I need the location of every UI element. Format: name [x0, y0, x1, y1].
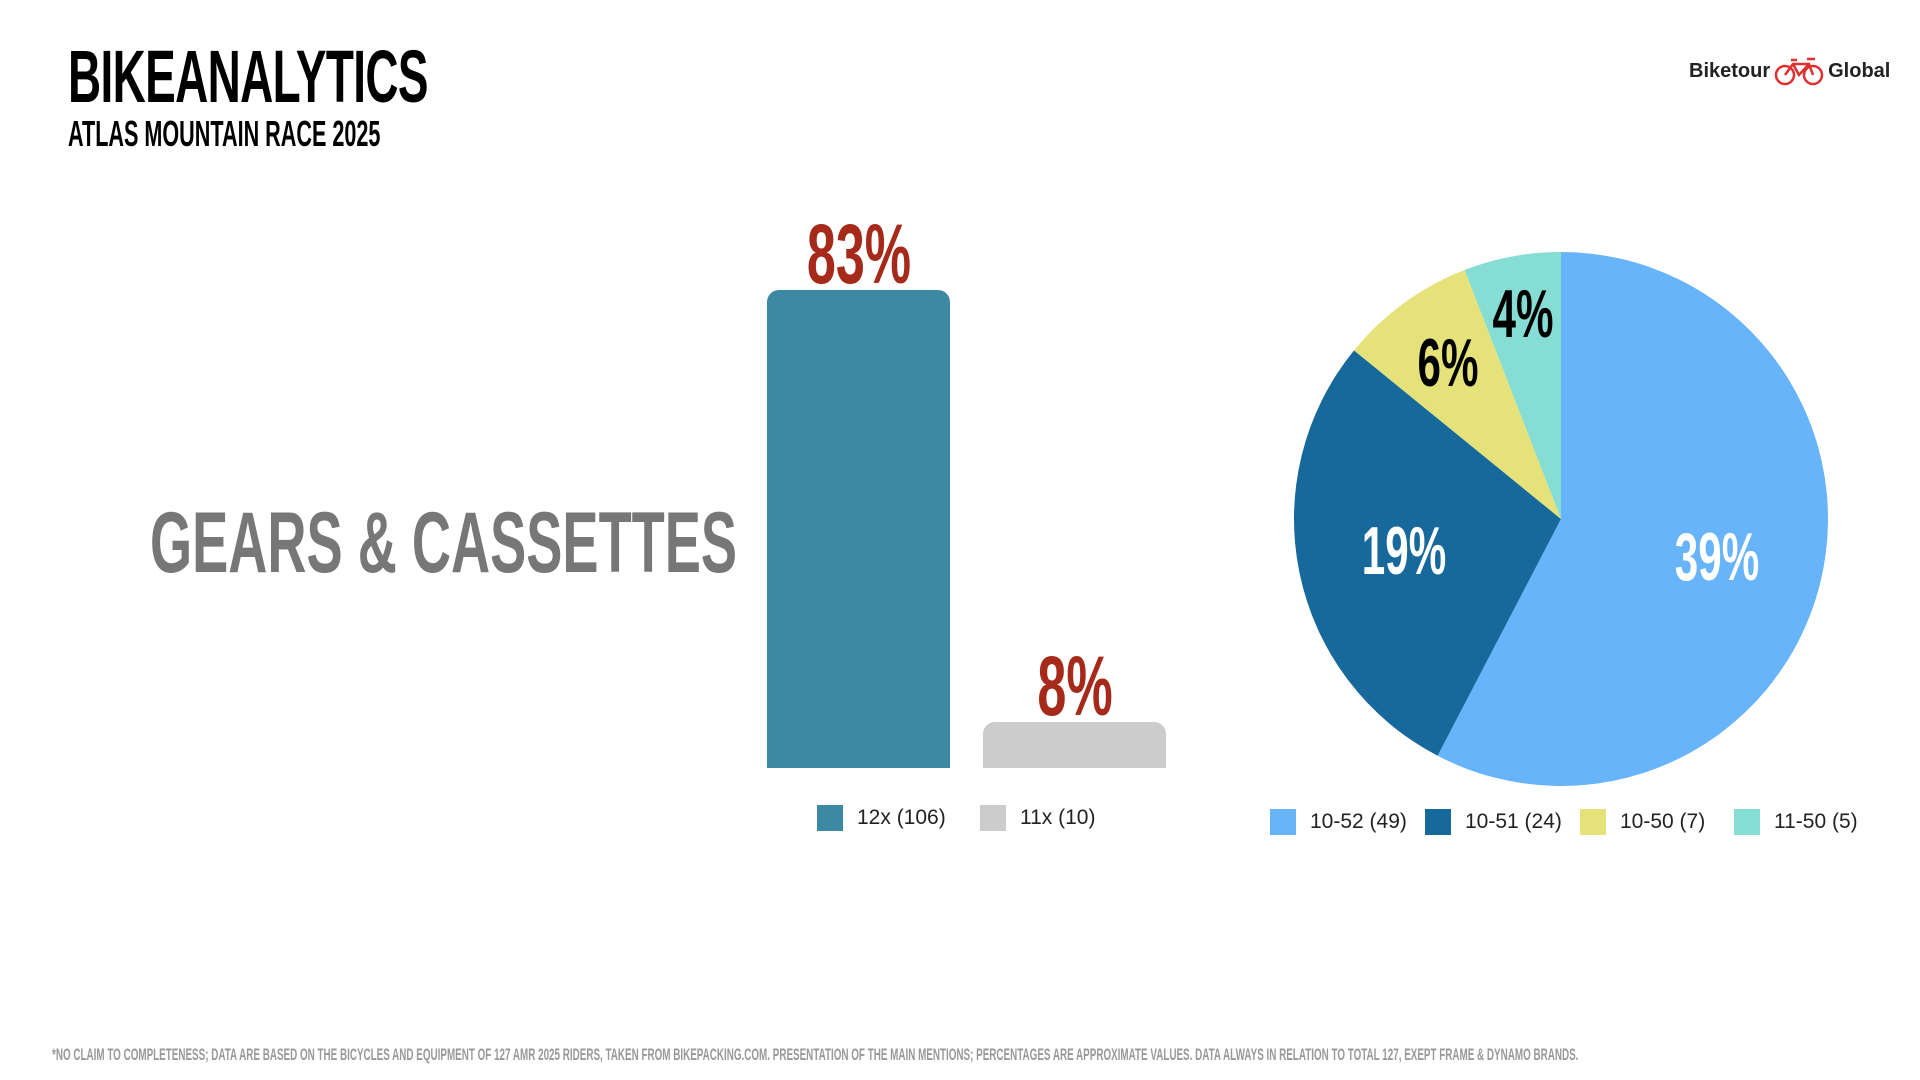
footnote: *NO CLAIM TO COMPLETENESS; DATA ARE BASE…	[52, 1045, 1579, 1064]
legend-swatch	[1270, 809, 1296, 835]
bar-legend-item-11x: 11x (10)	[980, 805, 1095, 831]
legend-label: 11x (10)	[1020, 806, 1096, 829]
bicycle-icon	[1774, 57, 1824, 86]
legend-swatch	[817, 805, 843, 831]
logo-text-right: Global	[1828, 59, 1891, 82]
bar-legend-item-12x: 12x (106)	[817, 805, 946, 831]
pie-data-label-11-50: 4%	[1492, 276, 1554, 353]
pie-data-label-10-50: 6%	[1417, 325, 1479, 402]
legend-swatch	[1580, 809, 1606, 835]
legend-label: 10-51 (24)	[1465, 810, 1562, 833]
legend-label: 12x (106)	[857, 806, 946, 829]
section-title: GEARS & CASSETTES	[150, 495, 738, 591]
pie-legend-item-11-50: 11-50 (5)	[1734, 809, 1858, 835]
bar-11x	[983, 721, 1166, 768]
legend-label: 10-50 (7)	[1620, 810, 1706, 833]
bar-data-label-12x: 83%	[806, 207, 911, 301]
legend-swatch	[1734, 809, 1760, 835]
pie-legend-item-10-51: 10-51 (24)	[1425, 809, 1562, 835]
legend-swatch	[1425, 809, 1451, 835]
pie-slice-10-51	[1293, 350, 1561, 756]
pie-data-label-10-52: 39%	[1674, 519, 1759, 596]
pie-slice-11-50	[1464, 252, 1561, 519]
biketour-global-logo: Biketour Global	[1689, 56, 1890, 86]
pie-slice-10-52	[1437, 252, 1829, 786]
bar-data-label-11x: 8%	[1036, 638, 1113, 733]
page-subtitle: ATLAS MOUNTAIN RACE 2025	[68, 113, 381, 154]
pie-legend-item-10-50: 10-50 (7)	[1580, 809, 1705, 835]
legend-label: 11-50 (5)	[1774, 810, 1858, 833]
bar-12x	[767, 290, 950, 768]
pie-data-label-10-51: 19%	[1361, 513, 1447, 590]
pie-slice-10-50	[1354, 270, 1561, 519]
logo-text-left: Biketour	[1689, 59, 1771, 82]
legend-label: 10-52 (49)	[1310, 810, 1407, 833]
pie-legend-item-10-52: 10-52 (49)	[1270, 809, 1407, 835]
legend-swatch	[980, 805, 1006, 831]
brand-title: BIKEANALYTICS	[68, 35, 429, 118]
